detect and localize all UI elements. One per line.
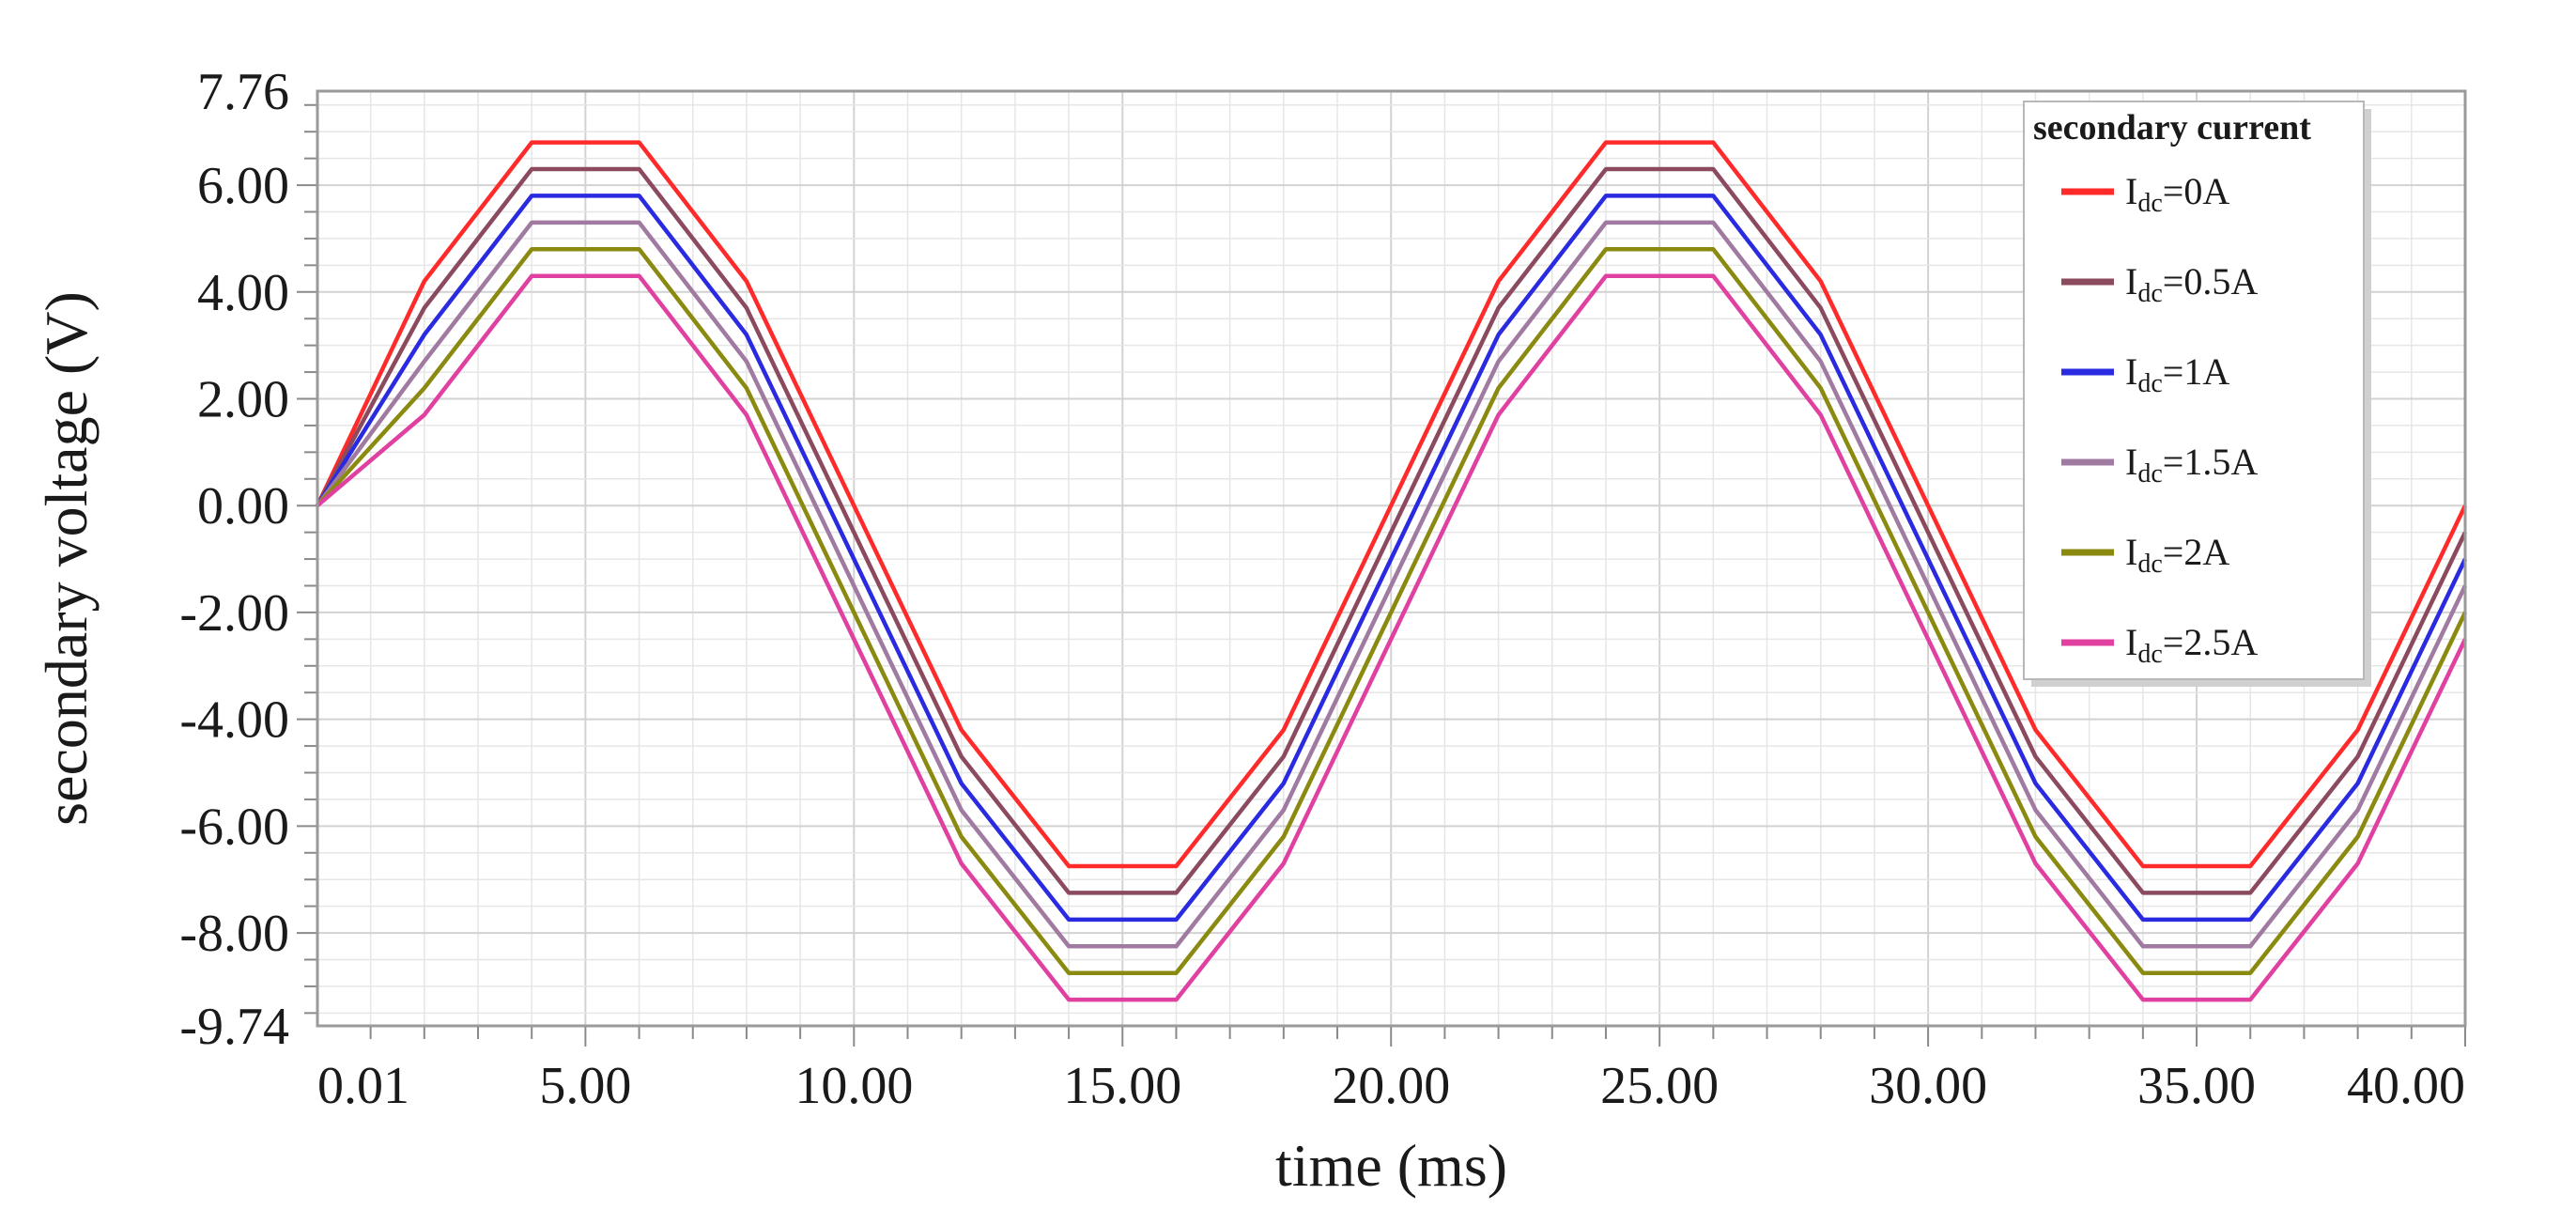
y-tick-label: -6.00 [179, 798, 289, 856]
y-tick-labels: 7.76 6.00 4.00 2.00 0.00 -2.00 -4.00 -6.00 -8.00… [179, 63, 289, 1056]
plot-frame [316, 89, 2467, 1028]
legend-label: Idc=1.5A [2125, 441, 2258, 489]
y-axis-title: secondary voltage (V) [33, 291, 100, 826]
legend-box [2023, 101, 2365, 680]
y-tick-label: -2.00 [179, 584, 289, 643]
y-tick-label: -9.74 [179, 998, 289, 1056]
y-tick-label: 2.00 [197, 370, 289, 428]
series-line [316, 194, 2468, 923]
series-line [316, 273, 2468, 1002]
x-tick-label: 40.00 [2347, 1057, 2465, 1115]
series-line [316, 220, 2468, 949]
y-tick-label: -8.00 [179, 905, 289, 963]
axis-ticks [297, 103, 2466, 1047]
x-tick-label: 0.01 [317, 1057, 409, 1115]
series-line [315, 140, 2468, 869]
series-line [316, 247, 2468, 975]
x-tick-label: 35.00 [2137, 1057, 2256, 1115]
legend-items: Idc=0A Idc=0.5A Idc=1A Idc=1.5A Idc=2A Idc=2.… [2061, 170, 2258, 669]
legend-label: Idc=2A [2125, 531, 2229, 579]
y-tick-label: 4.00 [197, 264, 289, 322]
legend-label: Idc=2.5A [2125, 621, 2258, 669]
series-lines [315, 140, 2468, 1002]
grid [316, 91, 2466, 1026]
legend-label: Idc=0.5A [2125, 260, 2258, 308]
y-tick-label: 6.00 [197, 157, 289, 215]
x-tick-label: 20.00 [1332, 1057, 1450, 1115]
x-tick-label: 15.00 [1063, 1057, 1181, 1115]
x-axis-title: time (ms) [1275, 1132, 1507, 1199]
y-tick-label: -4.00 [179, 691, 289, 750]
x-tick-label: 30.00 [1869, 1057, 1987, 1115]
legend-label: Idc=1A [2125, 350, 2229, 398]
x-tick-label: 10.00 [794, 1057, 913, 1115]
x-tick-labels: 0.01 5.00 10.00 15.00 20.00 25.00 30.00 35.00 40… [317, 1057, 2465, 1115]
x-tick-label: 5.00 [539, 1057, 631, 1115]
series-line [316, 166, 2468, 895]
legend: secondary current Idc=0AIdc=0.5AIdc=1AId… [2023, 101, 2371, 687]
x-tick-label: 25.00 [1600, 1057, 1719, 1115]
y-tick-label: 7.76 [197, 63, 289, 121]
legend-label: Idc=0A [2125, 170, 2229, 218]
y-tick-label: 0.00 [197, 477, 289, 535]
legend-title: secondary current [2033, 108, 2311, 147]
